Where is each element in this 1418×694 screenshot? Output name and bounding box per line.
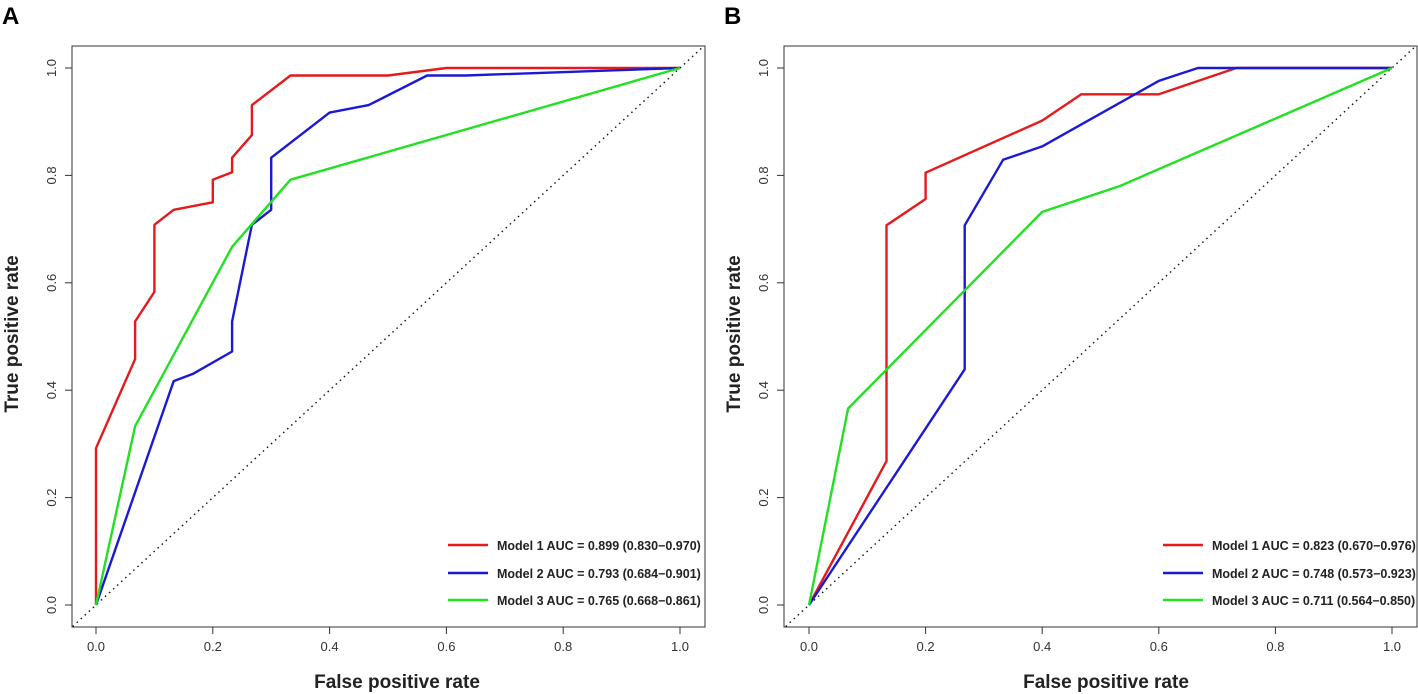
panel-b-series-model-1 [807, 66, 1392, 606]
panel-b-series-model-3 [807, 66, 1393, 606]
panel-a-axes: 0.0 0.2 0.4 0.6 0.8 1.0 0.0 0.2 0.4 0.6 … [44, 59, 689, 654]
panel-a-y-tick-label: 1.0 [44, 59, 59, 77]
panel-a-label: A [2, 3, 19, 30]
panel-a-y-tick-label: 0.0 [44, 596, 59, 614]
panel-a: A 0.0 0.2 0.4 0.6 0.8 1.0 0.0 0.2 0.4 0.… [2, 3, 706, 693]
panel-b-y-axis-title: True positive rate [724, 255, 745, 412]
panel-a-x-tick-label: 1.0 [671, 639, 689, 654]
panel-b-y-tick-label: 1.0 [756, 59, 771, 77]
panel-a-y-tick-label: 0.4 [44, 381, 59, 399]
panel-b-legend-label-model-2: Model 2 AUC = 0.748 (0.573−0.923) [1212, 567, 1416, 581]
panel-a-y-tick-label: 0.2 [44, 489, 59, 507]
panel-a-x-tick-label: 0.6 [437, 639, 455, 654]
panel-b: B 0.0 0.2 0.4 0.6 0.8 1.0 0.0 0.2 0.4 0.… [724, 3, 1418, 693]
panel-a-y-tick-label: 0.6 [44, 274, 59, 292]
panel-b-x-tick-label: 1.0 [1383, 639, 1401, 654]
panel-b-legend-label-model-3: Model 3 AUC = 0.711 (0.564−0.850) [1212, 594, 1415, 608]
panel-b-y-tick-label: 0.0 [756, 596, 771, 614]
panel-b-x-tick-label: 0.2 [917, 639, 935, 654]
panel-a-y-axis-title: True positive rate [2, 255, 23, 412]
panel-a-legend-label-model-1: Model 1 AUC = 0.899 (0.830−0.970) [497, 539, 701, 553]
panel-a-x-axis-title: False positive rate [314, 672, 480, 693]
panel-a-x-tick-label: 0.0 [87, 639, 105, 654]
panel-a-legend-label-model-2: Model 2 AUC = 0.793 (0.684−0.901) [497, 567, 701, 581]
panel-a-series-model-1 [94, 66, 680, 605]
panel-a-legend-label-model-3: Model 3 AUC = 0.765 (0.668−0.861) [497, 594, 701, 608]
panel-b-y-tick-label: 0.4 [756, 381, 771, 399]
panel-b-axes: 0.0 0.2 0.4 0.6 0.8 1.0 0.0 0.2 0.4 0.6 … [756, 59, 1401, 654]
panel-b-y-tick-label: 0.6 [756, 274, 771, 292]
panel-b-series-model-2 [807, 66, 1392, 606]
panel-a-series-model-2 [94, 66, 681, 606]
panel-b-x-axis-title: False positive rate [1023, 672, 1189, 693]
panel-a-x-tick-label: 0.8 [554, 639, 572, 654]
panel-b-x-tick-label: 0.0 [800, 639, 818, 654]
panel-a-series-model-3 [94, 66, 681, 606]
panel-a-x-tick-label: 0.2 [204, 639, 222, 654]
panel-b-legend-label-model-1: Model 1 AUC = 0.823 (0.670−0.976) [1212, 539, 1416, 553]
panel-b-y-tick-label: 0.8 [756, 166, 771, 184]
panel-a-legend: Model 1 AUC = 0.899 (0.830−0.970) Model … [448, 539, 701, 608]
panel-a-x-tick-label: 0.4 [321, 639, 339, 654]
panel-b-label: B [724, 3, 741, 30]
panel-b-x-tick-label: 0.4 [1033, 639, 1051, 654]
panel-b-x-tick-label: 0.8 [1266, 639, 1284, 654]
panel-b-y-tick-label: 0.2 [756, 489, 771, 507]
panel-b-legend: Model 1 AUC = 0.823 (0.670−0.976) Model … [1163, 539, 1416, 608]
panel-a-y-tick-label: 0.8 [44, 166, 59, 184]
panel-b-x-tick-label: 0.6 [1150, 639, 1168, 654]
